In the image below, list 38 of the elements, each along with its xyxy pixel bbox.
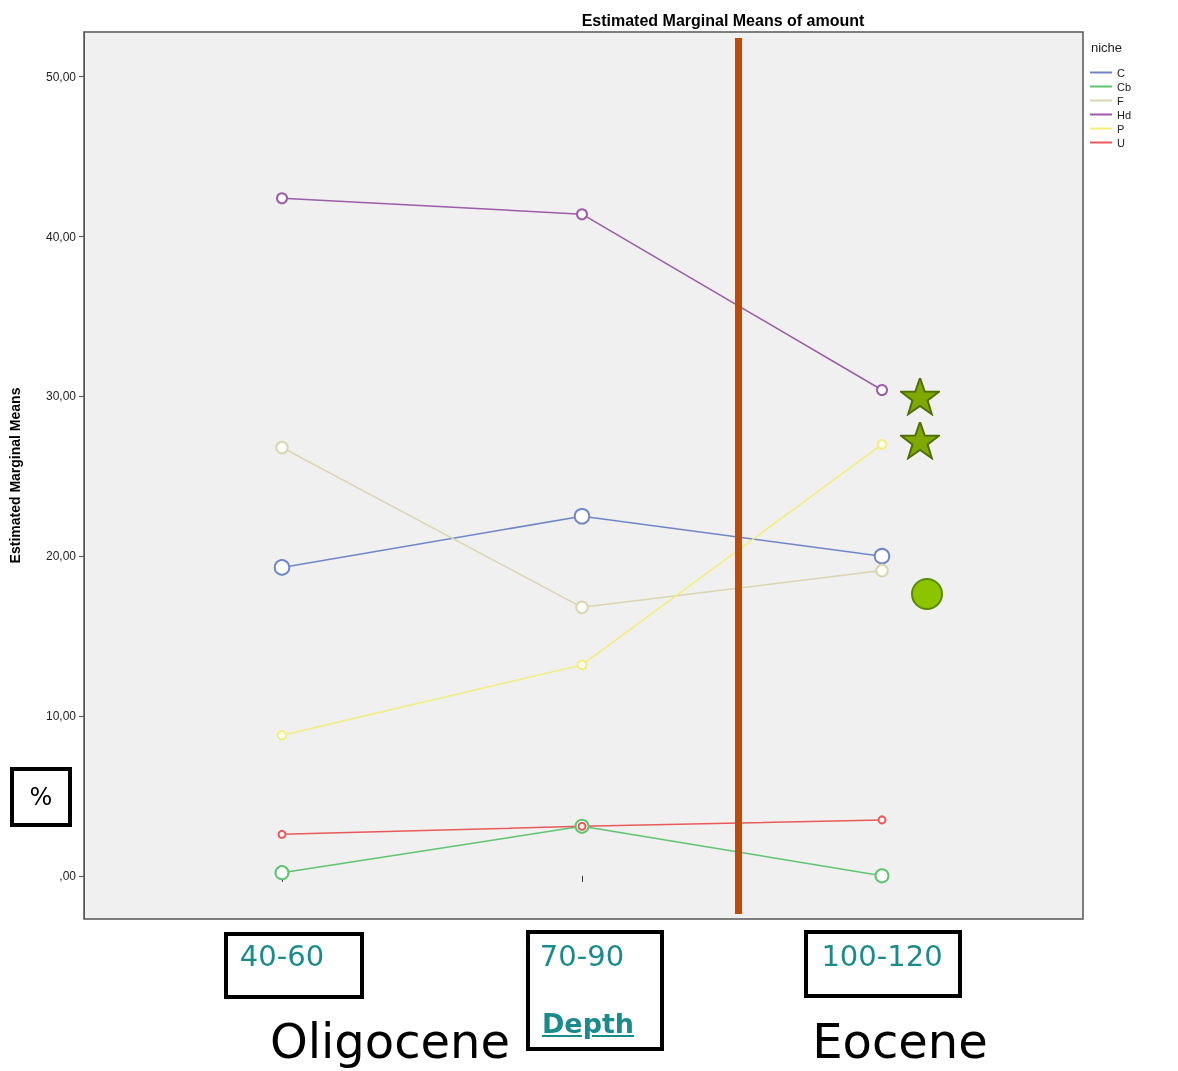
point — [876, 384, 888, 396]
point — [875, 563, 889, 578]
point — [876, 439, 888, 450]
chart-title: Estimated Marginal Means of amount — [581, 11, 866, 29]
legend-label: Hd — [1117, 108, 1132, 121]
y-tick-label: 50,00 — [45, 69, 77, 84]
point — [873, 547, 891, 565]
point — [576, 208, 588, 221]
point — [274, 865, 290, 881]
point — [276, 729, 288, 741]
x-tick-label: 100-120 — [821, 938, 943, 973]
point — [273, 559, 291, 576]
y-axis-title: Estimated Marginal Means — [7, 387, 23, 564]
point — [573, 508, 591, 525]
text: Oligocene — [260, 1012, 520, 1070]
point — [877, 815, 887, 825]
legend-title: niche — [1091, 40, 1123, 55]
point — [576, 659, 588, 671]
y-tick-label: 20,00 — [45, 549, 77, 564]
point — [275, 440, 289, 455]
y-tick-label: 10,00 — [45, 709, 77, 724]
point — [575, 600, 589, 615]
legend-label: P — [1117, 122, 1125, 135]
point — [276, 192, 288, 205]
point — [277, 829, 287, 839]
x-tick-label: 40-60 — [239, 938, 325, 973]
legend-label: F — [1117, 94, 1124, 107]
text: Eocene — [800, 1012, 1000, 1070]
y-tick-label: 40,00 — [45, 229, 77, 244]
x-tick-label: 70-90 — [539, 938, 625, 973]
y-tick-label: ,00 — [59, 868, 77, 883]
text: % — [10, 767, 72, 827]
legend-label: U — [1117, 136, 1125, 149]
x-axis-title: Depth — [540, 1008, 636, 1039]
point — [874, 868, 890, 884]
y-tick-label: 30,00 — [45, 389, 77, 404]
legend-label: Cb — [1117, 80, 1132, 93]
legend-label: C — [1117, 66, 1125, 79]
